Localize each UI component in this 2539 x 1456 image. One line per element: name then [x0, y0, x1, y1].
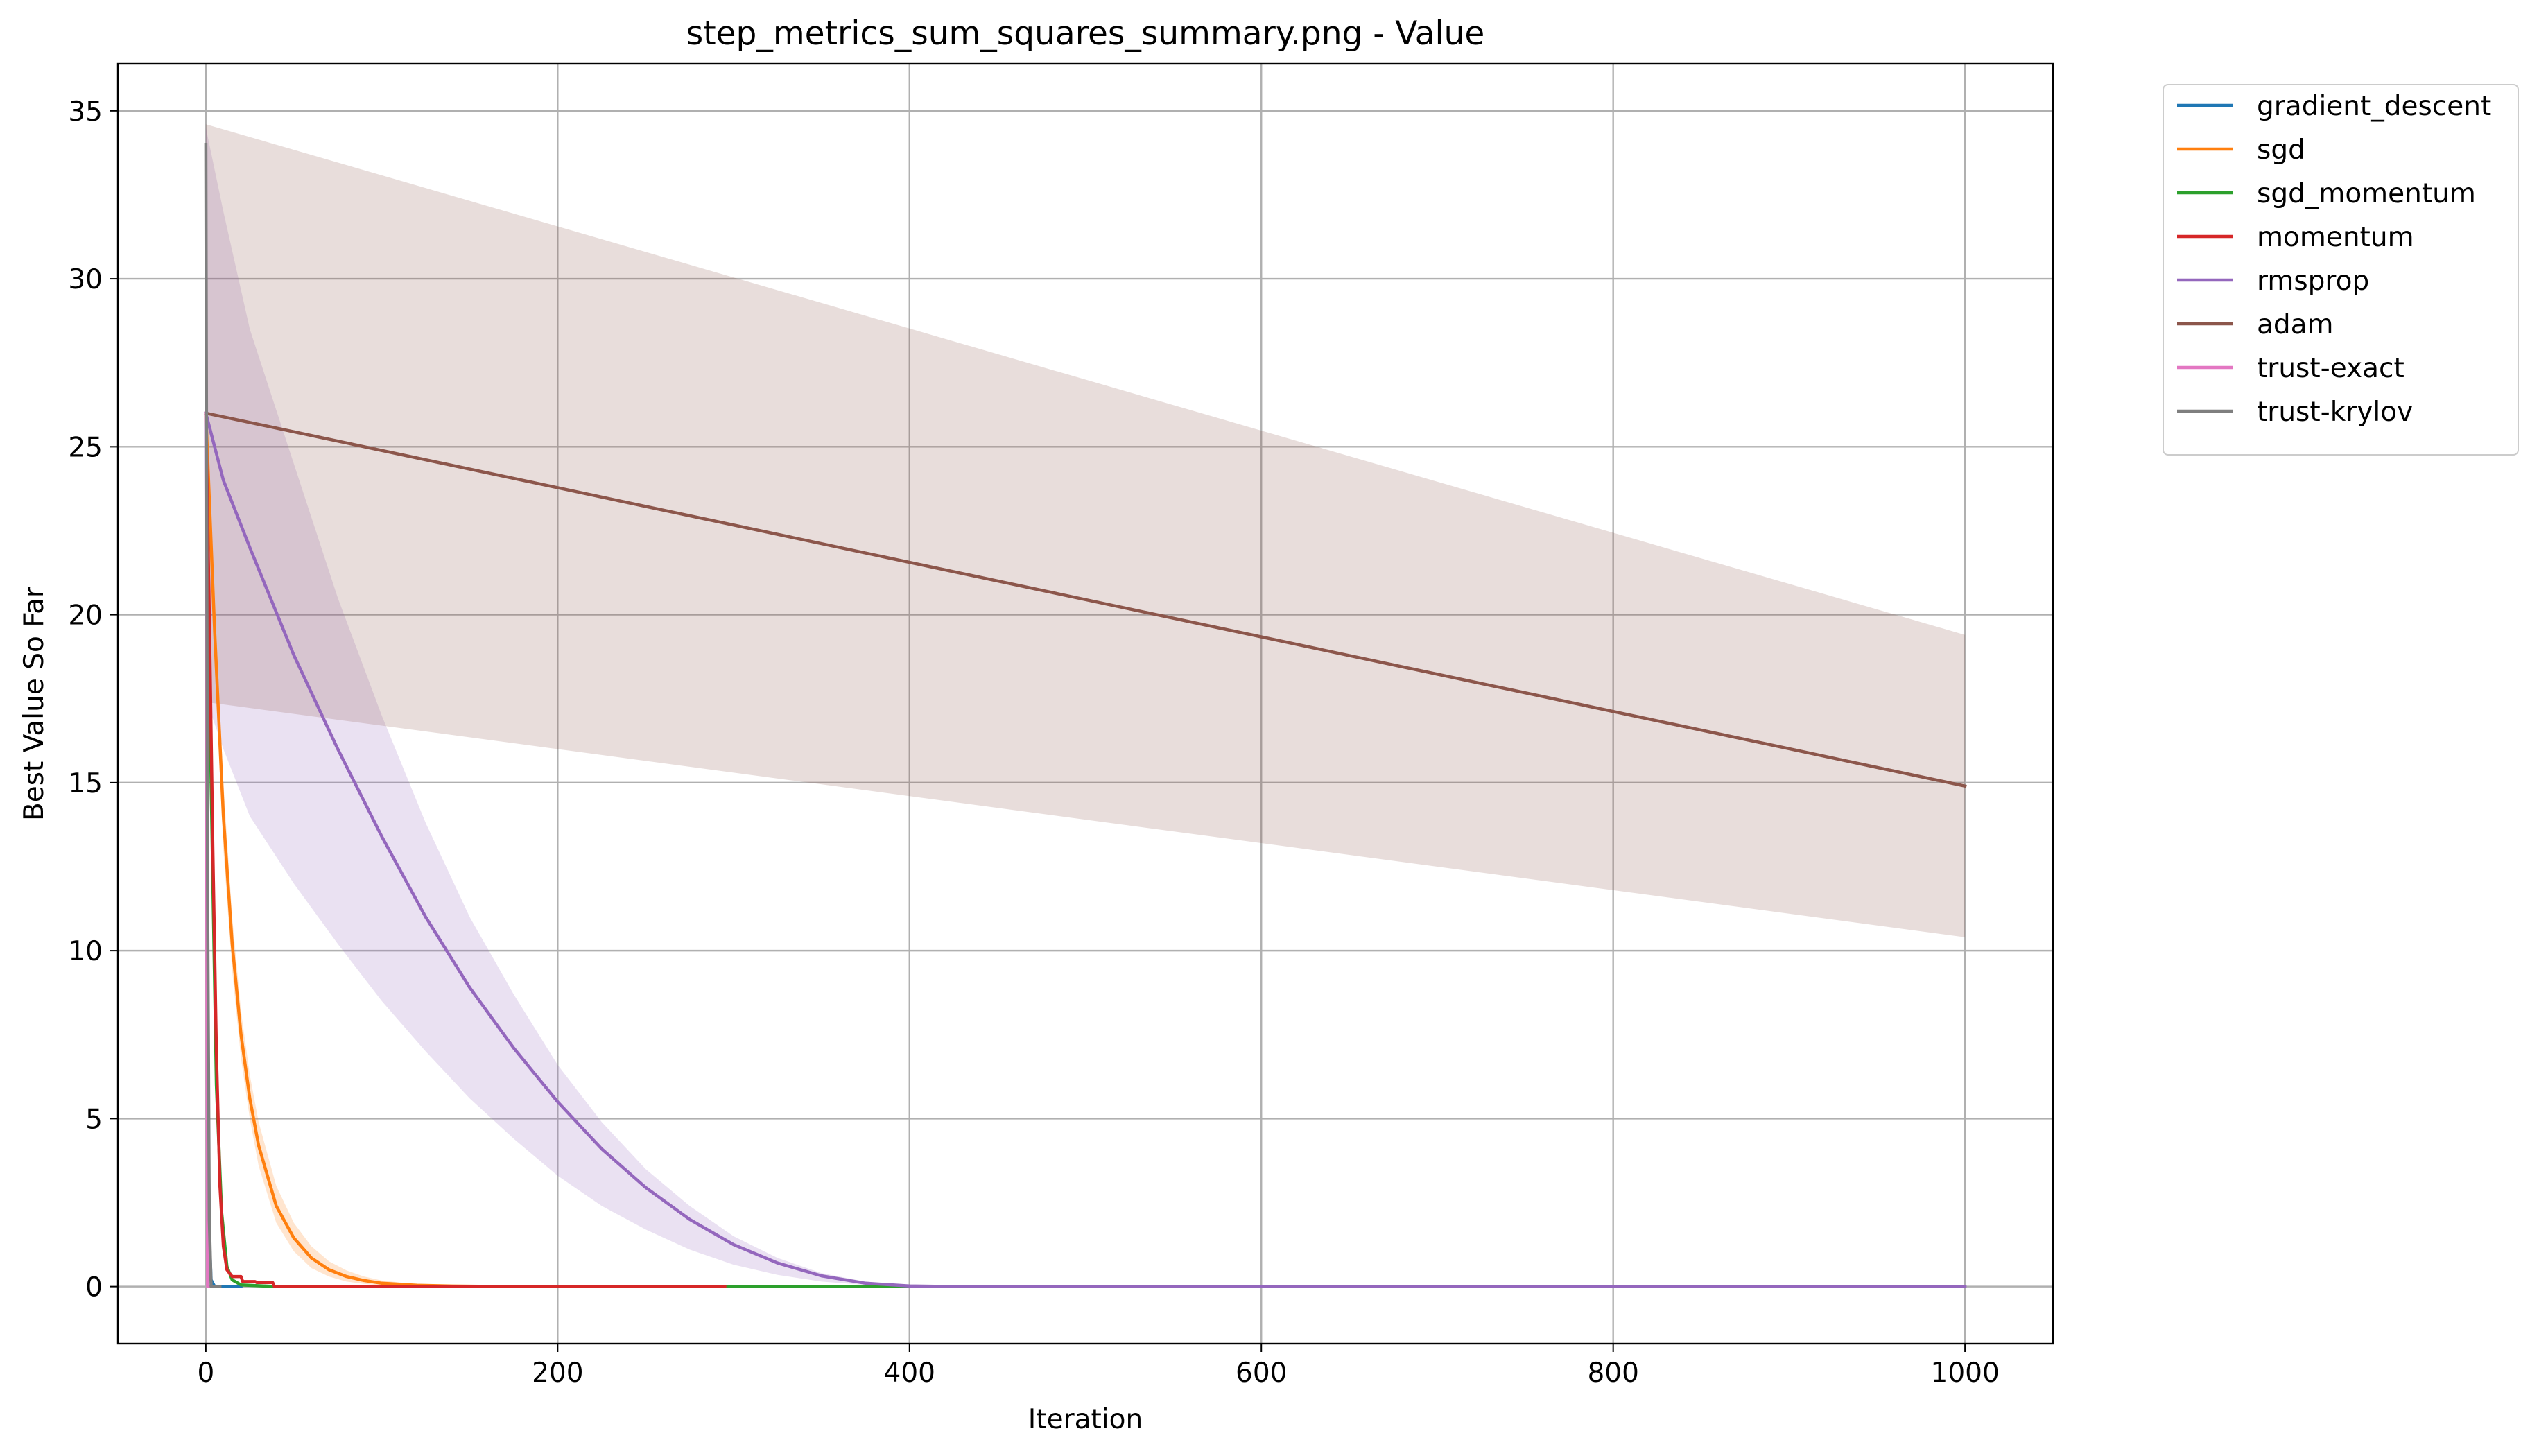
y-tick-label: 5	[85, 1104, 103, 1135]
y-axis-label: Best Value So Far	[19, 586, 50, 821]
band-adam	[205, 124, 1966, 937]
x-tick-label: 600	[1236, 1358, 1287, 1389]
y-tick-label: 15	[68, 768, 103, 799]
x-tick-label: 1000	[1931, 1358, 2000, 1389]
x-tick-label: 800	[1587, 1358, 1638, 1389]
x-tick-label: 200	[532, 1358, 583, 1389]
y-tick-label: 25	[68, 432, 103, 463]
x-axis-ticks: 0 200 400 600 800 1000	[197, 1344, 2000, 1389]
y-tick-label: 35	[68, 96, 103, 128]
legend-label-sgd_momentum: sgd_momentum	[2257, 178, 2476, 209]
y-tick-label: 10	[68, 936, 103, 967]
x-tick-label: 0	[197, 1358, 214, 1389]
confidence-bands	[205, 124, 1966, 1287]
x-axis-label: Iteration	[1028, 1404, 1143, 1435]
plot-frame	[116, 62, 2054, 1345]
y-tick-label: 20	[68, 600, 103, 632]
line-momentum	[204, 411, 727, 1288]
y-tick-label: 0	[85, 1272, 103, 1303]
chart-title: step_metrics_sum_squares_summary.png - V…	[686, 15, 1485, 53]
y-tick-label: 30	[68, 264, 103, 295]
legend-label-gradient_descent: gradient_descent	[2257, 91, 2491, 122]
y-axis-ticks: 0 5 10 15 20 25 30 35	[68, 96, 118, 1303]
grid-lines	[118, 64, 2053, 1344]
line-rmsprop	[204, 411, 1967, 1288]
legend-label-trust-krylov: trust-krylov	[2257, 397, 2413, 428]
legend-label-trust-exact: trust-exact	[2257, 353, 2404, 384]
line-trust-krylov	[204, 143, 222, 1288]
legend-label-momentum: momentum	[2257, 222, 2414, 253]
line-adam	[204, 411, 1967, 788]
legend-label-adam: adam	[2257, 309, 2334, 340]
legend-label-rmsprop: rmsprop	[2257, 266, 2369, 297]
series-lines	[204, 143, 1967, 1288]
legend-label-sgd: sgd	[2257, 135, 2305, 166]
legend-box	[2163, 84, 2519, 456]
x-tick-label: 400	[884, 1358, 935, 1389]
